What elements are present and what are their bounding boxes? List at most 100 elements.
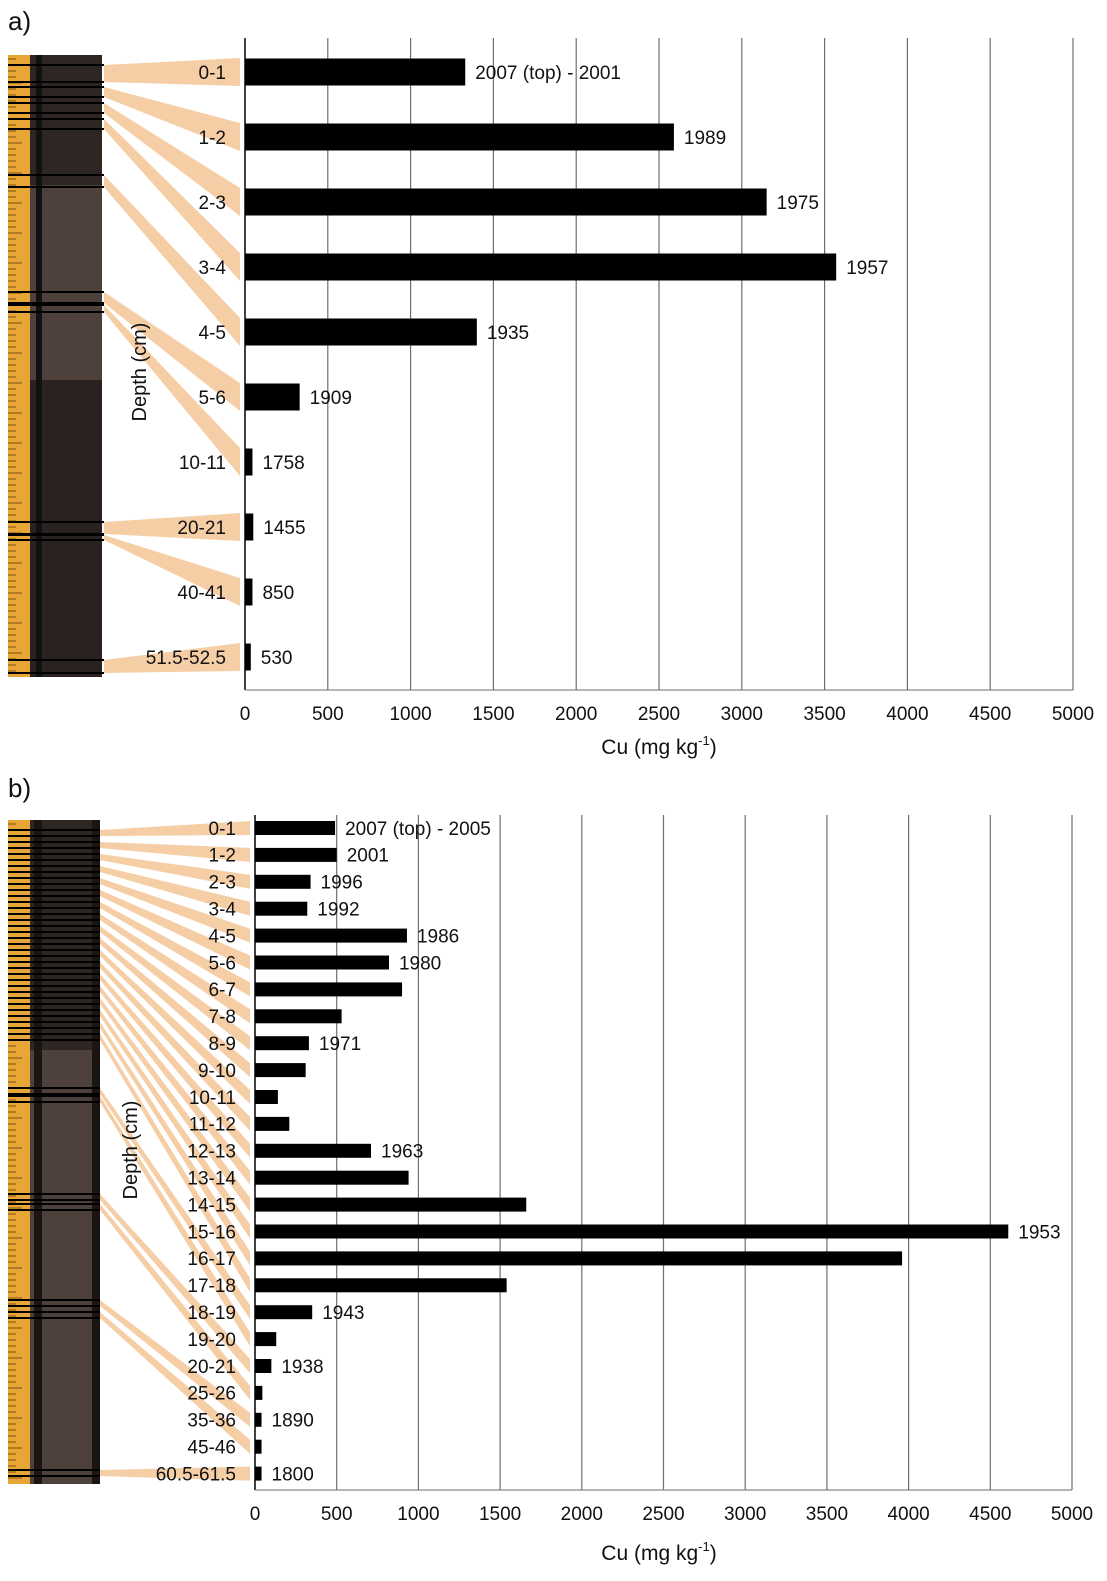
category-label: 25-26	[187, 1384, 236, 1405]
category-label: 1-2	[209, 846, 236, 867]
x-tick-label: 5000	[1052, 704, 1094, 725]
category-label: 18-19	[187, 1303, 236, 1324]
category-label: 7-8	[209, 1007, 236, 1028]
depth-connector	[104, 175, 240, 346]
category-label: 17-18	[187, 1276, 236, 1297]
bar-6-7	[255, 982, 403, 997]
depth-connector	[100, 1096, 250, 1347]
category-label: 14-15	[187, 1195, 236, 1216]
depth-connector	[100, 986, 250, 1185]
x-axis-label-b-sup: -1	[698, 1539, 710, 1554]
category-label: 8-9	[209, 1034, 236, 1055]
bar-1-2	[245, 123, 674, 151]
y-axis-label-b: Depth (cm)	[120, 1101, 142, 1200]
depth-connector	[104, 535, 240, 606]
depth-connector	[100, 926, 250, 1051]
depth-connector	[100, 1300, 250, 1427]
bar-13-14	[255, 1170, 409, 1185]
depth-connector	[100, 1312, 250, 1454]
x-tick-label: 0	[240, 704, 251, 725]
bars-b	[255, 821, 1009, 1481]
category-label: 60.5-61.5	[156, 1464, 236, 1485]
depth-connector	[104, 87, 240, 151]
x-tick-label: 2000	[561, 1504, 603, 1525]
x-tick-label: 1000	[389, 704, 431, 725]
x-tick-label: 1500	[472, 704, 514, 725]
depth-connector	[104, 119, 240, 281]
x-tick-label: 4000	[886, 704, 928, 725]
date-annotation: 1800	[272, 1464, 314, 1485]
bar-7-8	[255, 1009, 342, 1024]
bar-45-46	[255, 1439, 262, 1454]
bar-14-15	[255, 1197, 527, 1212]
x-axis-label-b: Cu (mg kg-1)	[601, 1539, 716, 1565]
category-label: 20-21	[177, 518, 226, 539]
category-label: 51.5-52.5	[146, 648, 226, 669]
category-label: 16-17	[187, 1249, 236, 1270]
depth-connector	[100, 998, 250, 1212]
category-label: 19-20	[187, 1330, 236, 1351]
category-label: 2-3	[199, 193, 226, 214]
date-annotation: 2007 (top) - 2001	[475, 63, 621, 84]
depth-connector	[100, 821, 250, 836]
depth-connector	[100, 890, 250, 970]
x-tick-label: 4000	[887, 1504, 929, 1525]
bar-2-3	[245, 188, 767, 216]
date-annotation: 1943	[322, 1303, 364, 1324]
date-annotation: 1996	[321, 873, 363, 894]
date-annotation: 1980	[399, 953, 441, 974]
x-tick-label: 3000	[721, 704, 763, 725]
depth-connector	[104, 58, 240, 86]
date-annotation: 1455	[263, 518, 305, 539]
date-annotation: 1989	[684, 128, 726, 149]
depth-connector	[104, 643, 240, 673]
x-axis-label-b-main: Cu (mg kg	[601, 1542, 698, 1565]
panel-b-label: b)	[8, 773, 31, 803]
x-tick-label: 3000	[724, 1504, 766, 1525]
date-annotations-a: 2007 (top) - 2001 1989 1975 1957 1935 1909 175…	[261, 63, 889, 669]
depth-connector	[100, 1204, 250, 1400]
x-tick-label: 2000	[555, 704, 597, 725]
x-tick-labels-b: 0 500 1000 1500 2000 2500 3000 3500 4000 4500 5000	[250, 1504, 1093, 1525]
x-tick-label: 1500	[479, 1504, 521, 1525]
bar-35-36	[255, 1412, 262, 1427]
category-label: 6-7	[209, 980, 236, 1001]
bar-10-11	[245, 448, 253, 476]
x-tick-label: 4500	[969, 1504, 1011, 1525]
bar-10-11	[255, 1090, 278, 1104]
sediment-core-photo-a	[8, 55, 102, 677]
bar-18-19	[255, 1305, 313, 1320]
bar-9-10	[255, 1063, 306, 1078]
depth-connectors-a	[8, 58, 240, 674]
bar-12-13	[255, 1143, 372, 1158]
date-annotation: 1975	[777, 193, 819, 214]
bar-4-5	[245, 318, 477, 346]
category-label: 1-2	[199, 128, 226, 149]
depth-connector	[100, 902, 250, 997]
category-label: 11-12	[189, 1115, 236, 1136]
bar-3-4	[245, 253, 837, 281]
depth-connector	[100, 974, 250, 1158]
date-annotation: 530	[261, 648, 293, 669]
category-label: 10-11	[179, 453, 226, 474]
bar-3-4	[255, 901, 308, 916]
bar-4-5	[255, 928, 407, 943]
category-label: 5-6	[199, 388, 226, 409]
category-label: 15-16	[187, 1222, 236, 1243]
date-annotation: 1935	[487, 323, 529, 344]
x-tick-label: 1000	[397, 1504, 439, 1525]
x-tick-label: 500	[312, 704, 344, 725]
depth-connector	[100, 1194, 250, 1373]
date-annotation: 1992	[317, 900, 359, 921]
date-annotation: 1971	[319, 1034, 361, 1055]
date-annotation: 1909	[310, 388, 352, 409]
date-annotations-b: 2007 (top) - 2005 2001 1996 1992 1986 1980 197…	[272, 819, 1061, 1486]
category-label: 4-5	[209, 926, 236, 947]
category-label: 3-4	[199, 258, 227, 279]
bar-20-21	[245, 513, 254, 541]
date-annotation: 2001	[347, 846, 389, 867]
date-annotation: 1953	[1018, 1222, 1060, 1243]
depth-connector	[100, 878, 250, 943]
depth-connector	[100, 1088, 250, 1320]
